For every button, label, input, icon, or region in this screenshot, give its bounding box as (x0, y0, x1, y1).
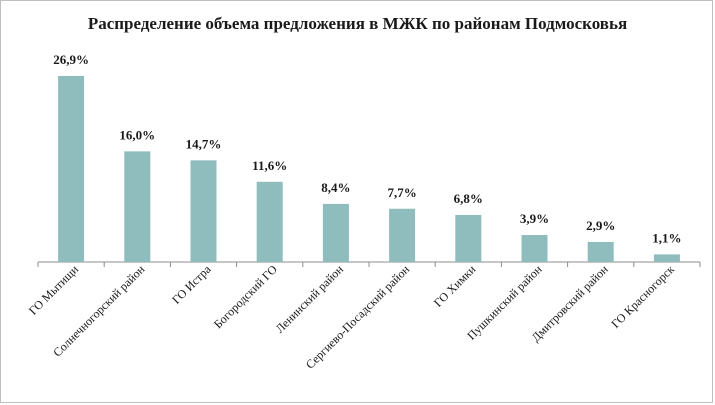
bars-group (58, 76, 680, 262)
category-label: Богородский ГО (211, 262, 280, 331)
bar (322, 203, 349, 262)
data-labels-group: 26,9% 16,0% 14,7% 11,6% 8,4% 7,7% 6,8% 3,9% 2,9%… (53, 52, 681, 245)
bar (256, 181, 283, 262)
bar (124, 151, 151, 262)
data-label: 1,1% (652, 230, 681, 245)
category-label: ГО Истра (169, 262, 214, 307)
bar (587, 241, 614, 262)
data-label: 8,4% (321, 180, 350, 195)
data-label: 7,7% (387, 185, 416, 200)
data-label: 11,6% (252, 158, 287, 173)
category-label: ГО Химки (431, 262, 479, 310)
data-label: 14,7% (186, 136, 222, 151)
data-label: 6,8% (454, 191, 483, 206)
bar (521, 235, 548, 262)
category-label: ГО Мытищи (26, 262, 82, 318)
data-label: 16,0% (119, 127, 155, 142)
bar (653, 254, 680, 262)
bar (190, 160, 217, 262)
data-label: 3,9% (520, 211, 549, 226)
bar (455, 214, 482, 262)
chart-title: Распределение объема предложения в МЖК п… (87, 14, 628, 33)
bar (389, 208, 416, 262)
bar (58, 76, 85, 262)
category-label: Ленинский район (273, 262, 347, 336)
data-label: 2,9% (586, 218, 615, 233)
category-label: ГО Красногорск (608, 262, 677, 331)
data-label: 26,9% (53, 52, 89, 67)
